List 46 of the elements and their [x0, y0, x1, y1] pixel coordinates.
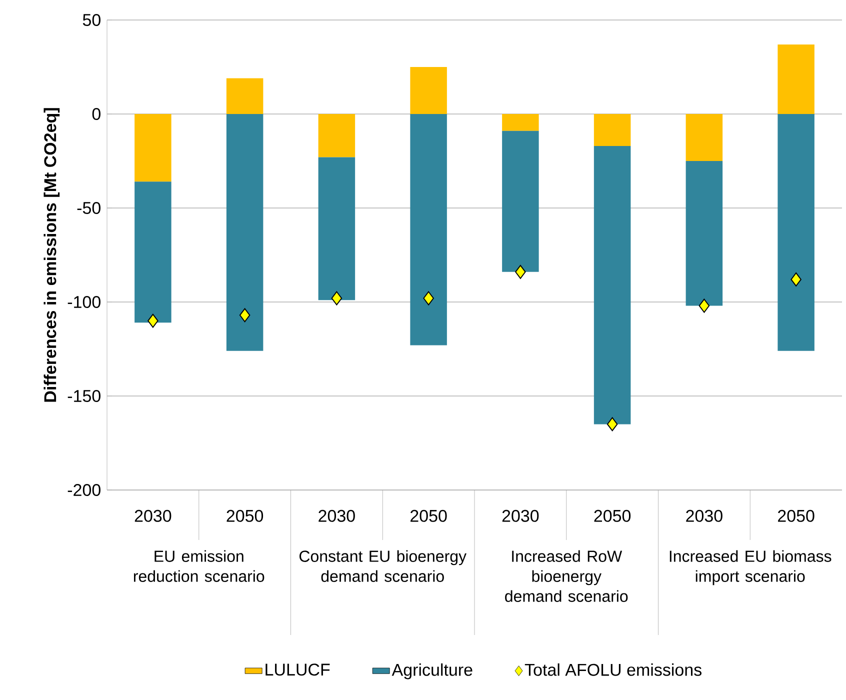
bar [502, 130, 539, 272]
bar [686, 160, 723, 306]
bar [778, 114, 814, 351]
y-axis-title: Differences in emissions [Mt CO2eq] [44, 108, 60, 402]
text: EU emission reduction scenario [134, 550, 264, 582]
point [423, 291, 434, 306]
y-tick-label: -100 [68, 296, 100, 308]
y-tick-label: -50 [77, 202, 100, 214]
bar [318, 114, 356, 158]
bar [226, 78, 264, 114]
x-tick-label: 2030 [686, 510, 722, 522]
bar [226, 114, 264, 351]
bar [502, 114, 539, 131]
point [239, 308, 250, 322]
x-tick-label: 2030 [134, 510, 172, 522]
bar [778, 44, 814, 114]
legend-label: Total AFOLU emissions [524, 663, 702, 676]
text: Increased RoW bioenergy demand scenario [505, 550, 628, 602]
point [698, 298, 710, 313]
bar [134, 114, 172, 182]
x-tick-label: 2030 [502, 510, 539, 522]
point [790, 272, 802, 286]
bar [594, 146, 631, 424]
x-tick-label: 2050 [778, 510, 814, 522]
x-tick-label: 2030 [318, 510, 355, 522]
text: Increased EU biomass import scenario [670, 550, 832, 586]
x-tick-label: 2050 [594, 510, 631, 522]
bar [410, 66, 447, 114]
point [331, 291, 342, 306]
y-tick-label: 0 [92, 108, 100, 120]
point [515, 264, 526, 279]
y-tick-label: -200 [68, 484, 100, 496]
bar [410, 114, 447, 346]
bar [318, 157, 356, 300]
bar [686, 114, 723, 161]
legend-label: Agriculture [392, 663, 472, 680]
x-tick-label: 2050 [226, 510, 264, 522]
y-tick-label: -150 [68, 390, 100, 402]
x-tick-label: 2050 [410, 510, 447, 522]
legend-label: LULUCF [266, 664, 330, 676]
text: Constant EU bioenergy demand scenario [300, 550, 466, 582]
y-tick-label: 50 [82, 14, 100, 26]
bar [594, 114, 631, 146]
point [606, 417, 618, 432]
point [148, 314, 158, 328]
bar [134, 182, 172, 323]
